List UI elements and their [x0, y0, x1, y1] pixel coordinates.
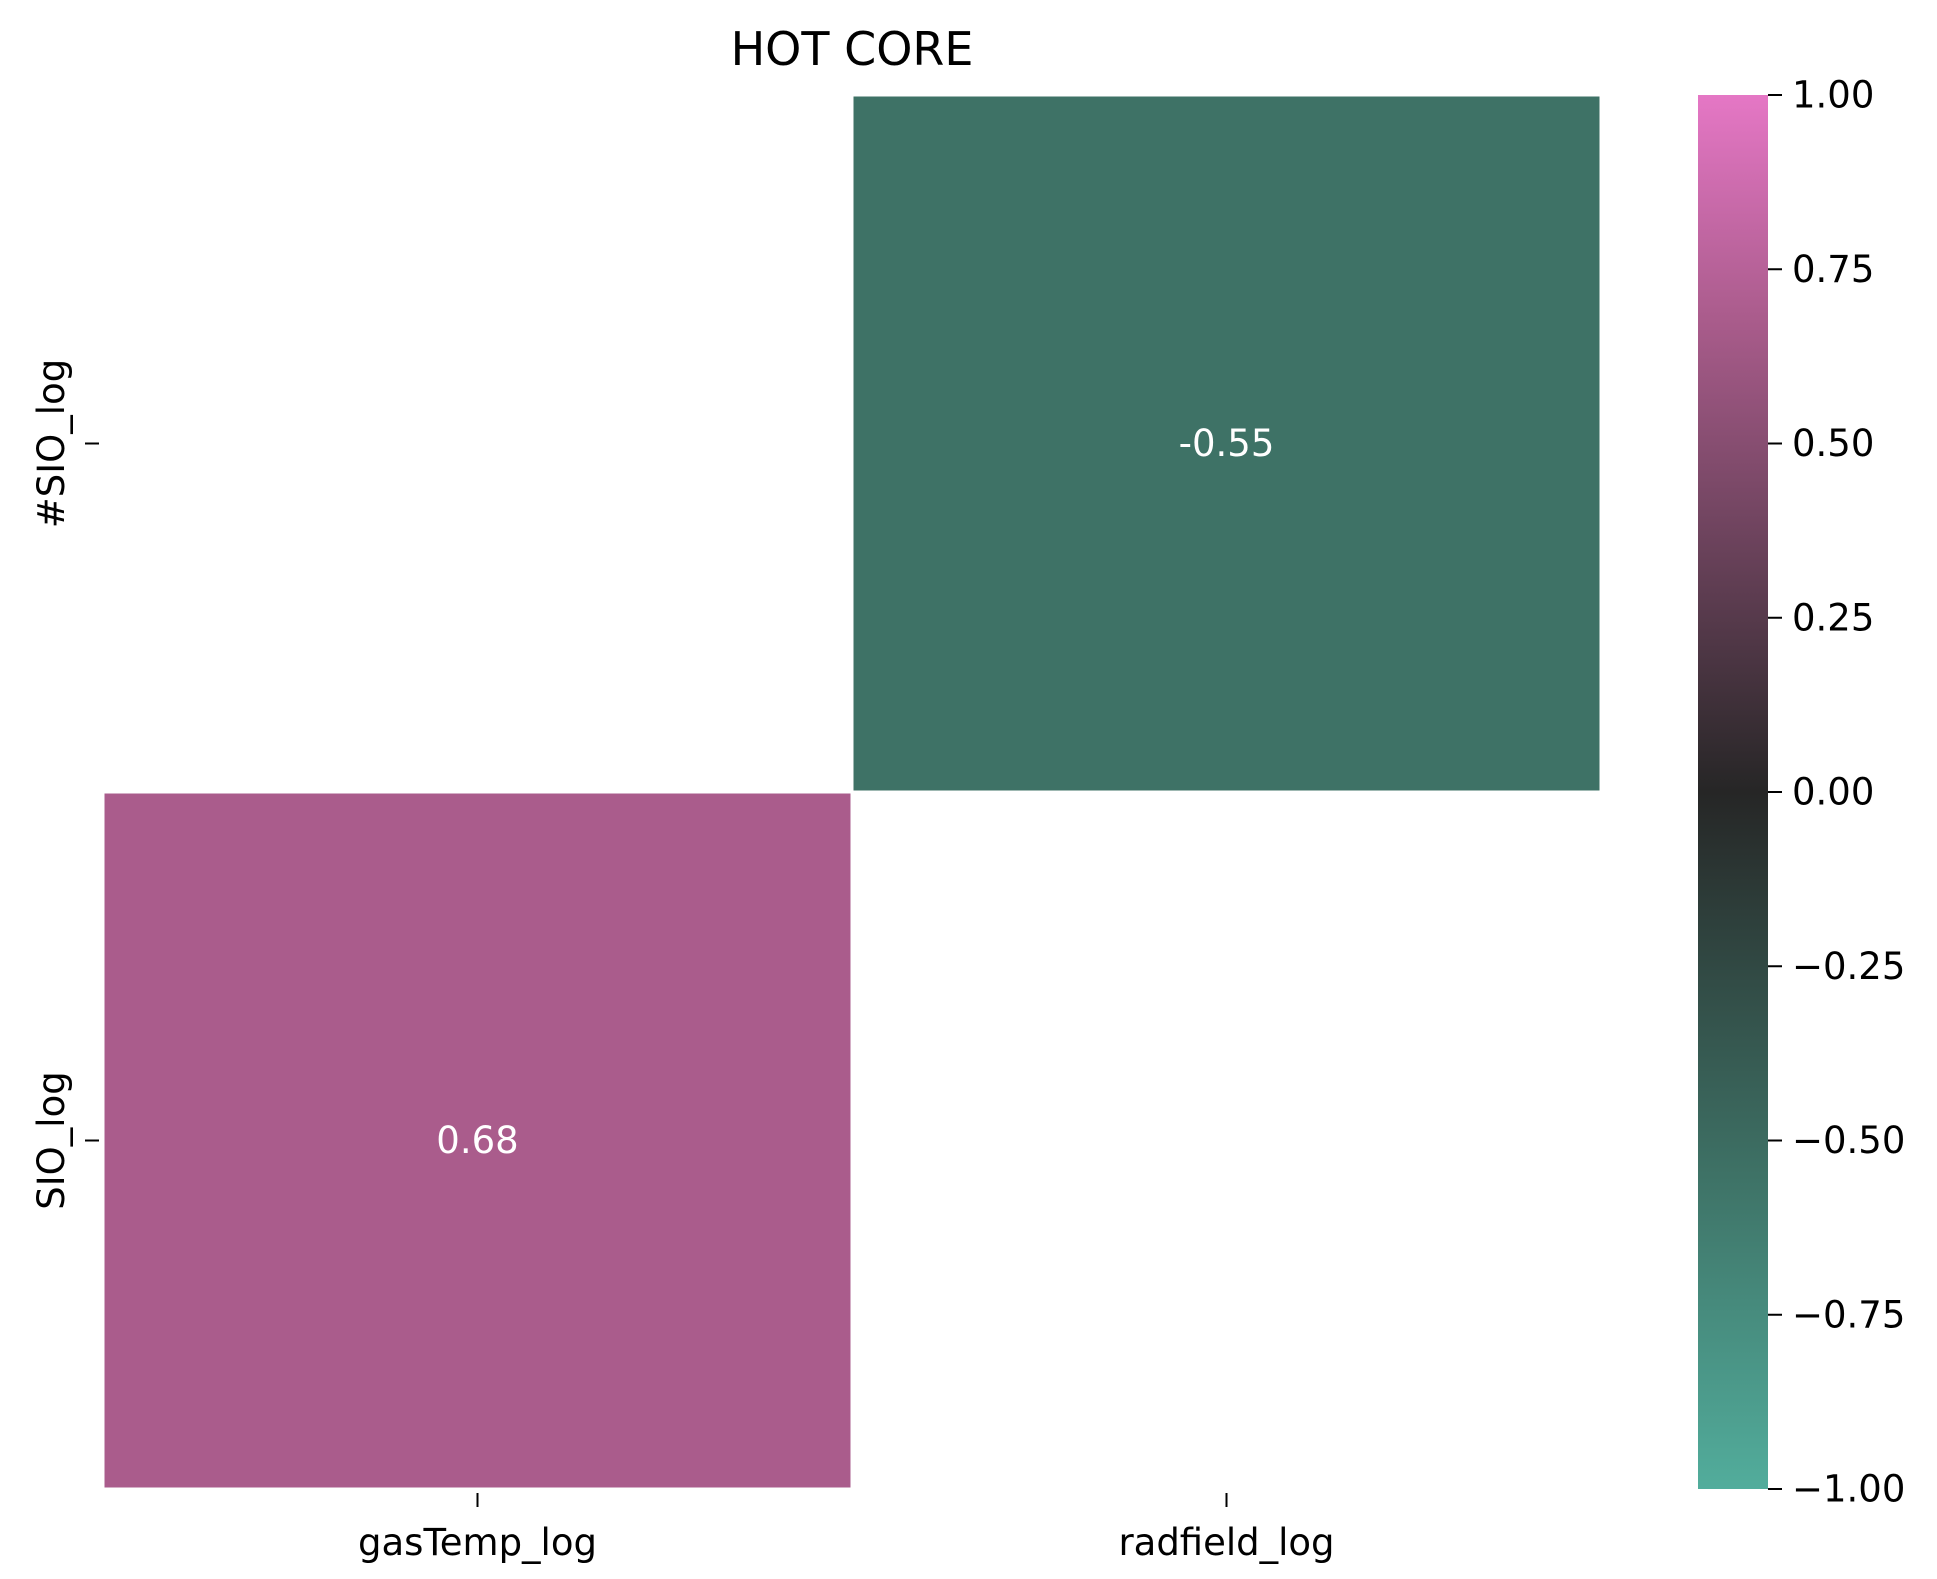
x-tick-label: gasTemp_log — [358, 1521, 597, 1564]
colorbar-tick-label: −0.50 — [1792, 1119, 1905, 1162]
colorbar-tick-label: 0.50 — [1792, 422, 1874, 465]
x-tick-label: radfield_log — [1118, 1521, 1334, 1564]
colorbar-tick-label: 0.75 — [1792, 248, 1874, 291]
x-axis: gasTemp_log radfield_log — [358, 1493, 1335, 1564]
colorbar: 1.00 0.75 0.50 0.25 0.00 −0.25 −0.50 −0.75 −1.00 — [1698, 74, 1905, 1511]
colorbar-ticks: 1.00 0.75 0.50 0.25 0.00 −0.25 −0.50 −0.75 −1.00 — [1768, 74, 1905, 1511]
colorbar-tick-label: 0.25 — [1792, 596, 1874, 639]
heatmap-cells: -0.55 0.68 — [104, 96, 1600, 1488]
chart-title: HOT CORE — [731, 22, 974, 76]
y-axis: #SIO_log SIO_log — [30, 359, 99, 1210]
colorbar-tick-label: −1.00 — [1792, 1468, 1905, 1511]
y-tick-label: SIO_log — [30, 1071, 73, 1209]
heatmap-cell-0 — [853, 96, 1600, 791]
colorbar-tick-label: −0.25 — [1792, 945, 1905, 988]
colorbar-tick-label: 0.00 — [1792, 771, 1874, 814]
heatmap-cell-1 — [104, 793, 851, 1488]
cell-value-label: -0.55 — [1179, 422, 1275, 465]
colorbar-gradient — [1698, 95, 1768, 1489]
cell-value-label: 0.68 — [436, 1119, 518, 1162]
y-tick-label: #SIO_log — [30, 359, 73, 528]
colorbar-tick-label: 1.00 — [1792, 74, 1874, 117]
colorbar-tick-label: −0.75 — [1792, 1293, 1905, 1336]
